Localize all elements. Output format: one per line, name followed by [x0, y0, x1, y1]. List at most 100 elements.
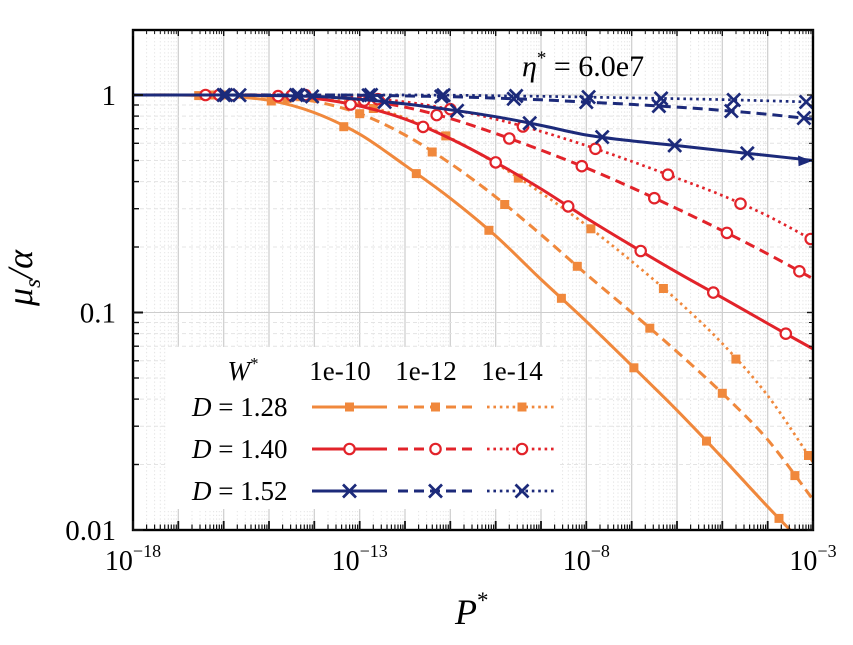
marker-cross	[291, 87, 306, 103]
plot-frame	[131, 28, 815, 532]
legend-header-w: W*	[228, 354, 259, 386]
annotation-eta: η* = 6.0e7	[522, 48, 644, 83]
curve-D1.28-W1e-10	[133, 91, 793, 530]
marker-circle	[647, 191, 661, 205]
legend-row-d152: D = 1.52	[191, 476, 287, 506]
marker-cross	[522, 115, 538, 131]
annotation-eta-symbol: η	[522, 50, 537, 83]
x-tick-label: 10−13	[332, 541, 388, 577]
marker-square	[658, 284, 668, 293]
legend-col-1e-12: 1e-12	[395, 356, 456, 386]
legend-row-d128-var: D	[191, 392, 212, 422]
marker-square	[790, 471, 800, 481]
legend-sample-marker-square	[431, 402, 440, 412]
marker-circle	[779, 327, 793, 340]
legend-sample-marker-square	[517, 402, 527, 412]
legend-row-d140-var: D	[191, 434, 212, 464]
y-label-mu: μ	[0, 288, 40, 307]
marker-cross	[798, 94, 813, 110]
marker-cross	[363, 87, 379, 103]
x-tick-label: 10−18	[105, 541, 161, 577]
legend-sample-marker-cross	[342, 483, 357, 499]
marker-circle	[804, 232, 813, 246]
marker-square	[339, 122, 349, 132]
marker-circle	[344, 98, 357, 111]
x-tick-label: 10−3	[789, 541, 836, 577]
curve-line	[133, 93, 813, 281]
marker-circle	[793, 264, 806, 278]
x-axis-label: P*	[454, 588, 489, 632]
x-label-sup: *	[477, 588, 489, 613]
marker-circle	[502, 132, 516, 145]
legend-sample-marker-circle	[515, 442, 529, 456]
marker-cross	[361, 87, 377, 103]
tick-labels-layer: 10−18 10−13 10−8 10−3 1 0.1 0.01	[65, 80, 836, 577]
legend-row-d152-var: D	[191, 476, 212, 506]
curve-line	[133, 93, 813, 104]
marker-square	[731, 354, 741, 364]
legend: W* 1e-10 1e-12 1e-14 D = 1.28 D = 1.40 D…	[167, 347, 560, 509]
legend-header-w-var: W	[228, 356, 253, 386]
marker-square	[266, 96, 276, 106]
marker-cross	[726, 92, 742, 108]
marker-cross	[723, 103, 739, 119]
marker-cross	[508, 88, 524, 104]
x-label-p: P	[454, 592, 477, 632]
legend-col-1e-14: 1e-14	[481, 356, 543, 386]
legend-sample-marker-circle	[429, 442, 442, 456]
marker-square	[411, 169, 421, 179]
annotation-eta-value: = 6.0e7	[546, 50, 644, 83]
marker-square	[572, 261, 582, 271]
marker-cross	[594, 129, 610, 145]
curve-D1.40-W1e-12	[133, 88, 813, 281]
curve-D1.52-W1e-12	[133, 87, 813, 126]
curves-layer	[133, 87, 813, 530]
marker-circle	[634, 244, 647, 258]
marker-square	[717, 388, 727, 398]
arrowhead	[798, 155, 812, 167]
legend-sample-marker-cross	[428, 483, 443, 499]
legend-sample-marker-square	[345, 402, 354, 412]
marker-cross	[377, 94, 393, 110]
legend-row-d140-value: = 1.40	[212, 434, 288, 464]
y-tick-label: 1	[102, 80, 117, 112]
annotation-eta-sup: *	[537, 48, 547, 69]
y-label-alpha: /α	[0, 249, 40, 281]
marker-circle	[416, 120, 430, 134]
legend-background	[167, 347, 560, 509]
x-tick-label: 10−8	[563, 541, 610, 577]
marker-cross	[436, 87, 451, 103]
legend-samples	[312, 402, 557, 499]
marker-circle	[661, 168, 675, 181]
marker-cross	[739, 145, 755, 161]
marker-square	[484, 225, 494, 235]
marker-square	[774, 513, 784, 523]
marker-square	[702, 436, 711, 446]
marker-circle	[734, 197, 747, 210]
marker-circle	[561, 200, 575, 213]
legend-row-d128: D = 1.28	[191, 392, 287, 422]
marker-square	[427, 147, 437, 157]
legend-sample-marker-circle	[343, 442, 356, 456]
marker-circle	[430, 108, 443, 122]
marker-cross	[796, 110, 812, 126]
marker-cross	[288, 87, 304, 103]
curve-line	[133, 93, 813, 121]
marker-square	[804, 451, 813, 460]
marker-square	[355, 109, 365, 119]
marker-cross	[232, 87, 247, 103]
curve-D1.52-W1e-14	[133, 87, 813, 110]
y-axis-label: μs/α	[0, 249, 45, 307]
legend-sample-marker-cross	[514, 483, 530, 499]
marker-circle	[589, 142, 602, 156]
marker-circle	[720, 226, 734, 240]
legend-row-d140: D = 1.40	[191, 434, 287, 464]
marker-cross	[653, 90, 669, 106]
marker-cross	[449, 103, 465, 119]
marker-square	[586, 224, 596, 234]
marker-cross	[218, 87, 234, 103]
axes-frame-layer	[131, 28, 815, 532]
marker-circle	[575, 159, 589, 173]
